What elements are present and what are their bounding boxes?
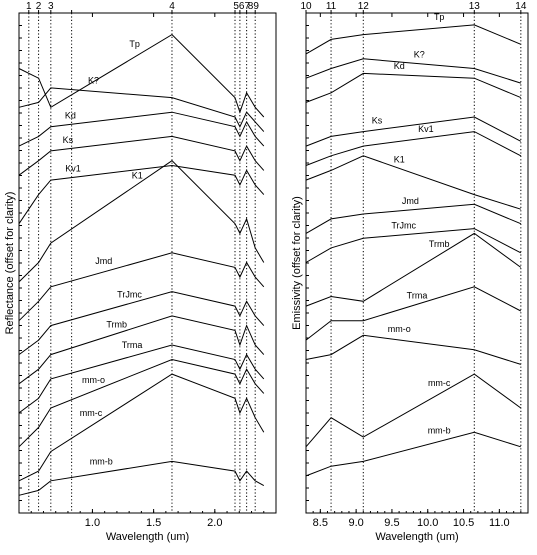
band-lines [28, 10, 256, 513]
x-tick-label: 2.0 [207, 517, 222, 529]
band-label: 12 [358, 1, 370, 12]
x-tick-label: 10.0 [417, 517, 438, 529]
series-label: mm-o [388, 324, 411, 334]
band-label: 11 [326, 1, 337, 12]
series-label: mm-c [428, 378, 451, 388]
band-label: 1 [26, 1, 32, 12]
series-line-mm-c [305, 373, 522, 448]
series-line-mm-c [18, 373, 265, 482]
x-tick-label: 8.5 [313, 517, 328, 529]
series-label: K1 [132, 170, 143, 180]
series-line-trjmc [305, 228, 522, 263]
x-axis: 1.0 1.5 2.0 Wavelength (um) [18, 12, 265, 543]
series-line-ks [18, 135, 265, 176]
band-label: 13 [469, 1, 481, 12]
series-line-trjmc [18, 291, 265, 356]
series-line-kd [18, 111, 265, 147]
series-label: K? [88, 75, 99, 85]
series-line-tp [305, 24, 521, 55]
series-line-jmd [18, 252, 265, 322]
series-line-k- [305, 58, 521, 84]
series-label: Trma [122, 340, 143, 350]
series-label: Tp [434, 12, 445, 22]
series-label: TrJmc [117, 289, 142, 299]
series-label: Ks [372, 116, 383, 126]
x-tick-label: 10.5 [453, 517, 474, 529]
series-line-trma [305, 286, 522, 341]
y-axis-label: Reflectance (offset for clarity) [4, 192, 16, 335]
series-label: K? [414, 50, 425, 60]
series-label: Jmd [402, 196, 419, 206]
series-label: mm-o [82, 375, 105, 385]
series-label: mm-c [80, 408, 103, 418]
series-line-mm-o [305, 334, 521, 365]
series-label: K1 [394, 154, 405, 164]
series-line-trma [18, 344, 265, 414]
band-lines [305, 10, 522, 513]
x-tick-label: 9.0 [348, 517, 363, 529]
y-axis-label: Emissivity (offset for clarity) [291, 196, 303, 330]
band-label: 3 [48, 1, 54, 12]
series-label: Jmd [95, 256, 112, 266]
series-line-k1 [18, 160, 265, 283]
series-line-k- [18, 87, 265, 132]
series-label: Kd [394, 61, 405, 71]
series-line-kv1 [18, 164, 265, 224]
series-line-k1 [305, 155, 521, 210]
series-line-mm-b [305, 431, 521, 477]
series-label: mm-b [428, 425, 451, 435]
x-tick-label: 1.5 [146, 517, 161, 529]
series-line-ks [305, 116, 522, 147]
series-label: Kd [65, 110, 76, 120]
series-line-tp [18, 33, 265, 118]
series-label: TrJmc [391, 221, 416, 231]
band-label: 2 [36, 1, 42, 12]
emissivity-panel: 10 11 12 13 14 8.5 9.0 9.5 10.0 10.5 11.0 Wavelengt… [291, 1, 529, 543]
series-group: Tp K? Kd Ks Kv1 K1 Jmd TrJmc Trmb Trma mm-o mm-c mm-… [18, 33, 265, 496]
x-tick-label: 1.0 [85, 517, 100, 529]
x-axis-label: Wavelength (um) [106, 531, 189, 543]
series-label: Trmb [429, 239, 450, 249]
series-line-mm-b [18, 460, 265, 496]
x-axis: 8.5 9.0 9.5 10.0 10.5 11.0 Wavelength (um) [305, 12, 529, 543]
series-line-kd [305, 72, 521, 103]
band-label: 10 [300, 1, 312, 12]
series-line-kv1 [305, 131, 522, 166]
x-tick-label: 9.5 [384, 517, 399, 529]
band-label: 4 [169, 1, 175, 12]
x-axis-label: Wavelength (um) [375, 531, 458, 543]
series-label: Tp [129, 39, 140, 49]
band-labels: 10 11 12 13 14 [300, 1, 526, 12]
band-label: 567 [233, 1, 250, 12]
band-label: 89 [248, 1, 260, 12]
series-label: Kv1 [65, 163, 81, 173]
series-line-trmb [18, 315, 265, 385]
x-tick-label: 11.0 [489, 517, 510, 529]
series-label: Ks [63, 135, 74, 145]
series-line-mm-o [18, 358, 265, 448]
series-line-trmb [305, 232, 522, 307]
series-label: Trmb [106, 320, 127, 330]
series-line-jmd [305, 203, 521, 234]
series-label: Kv1 [418, 124, 434, 134]
series-group: Tp K? Kd Ks Kv1 K1 Jmd TrJmc Trmb Trma mm-o mm-c mm-… [305, 12, 522, 477]
band-label: 14 [515, 1, 527, 12]
series-label: Trma [407, 290, 428, 300]
series-label: mm-b [90, 457, 113, 467]
